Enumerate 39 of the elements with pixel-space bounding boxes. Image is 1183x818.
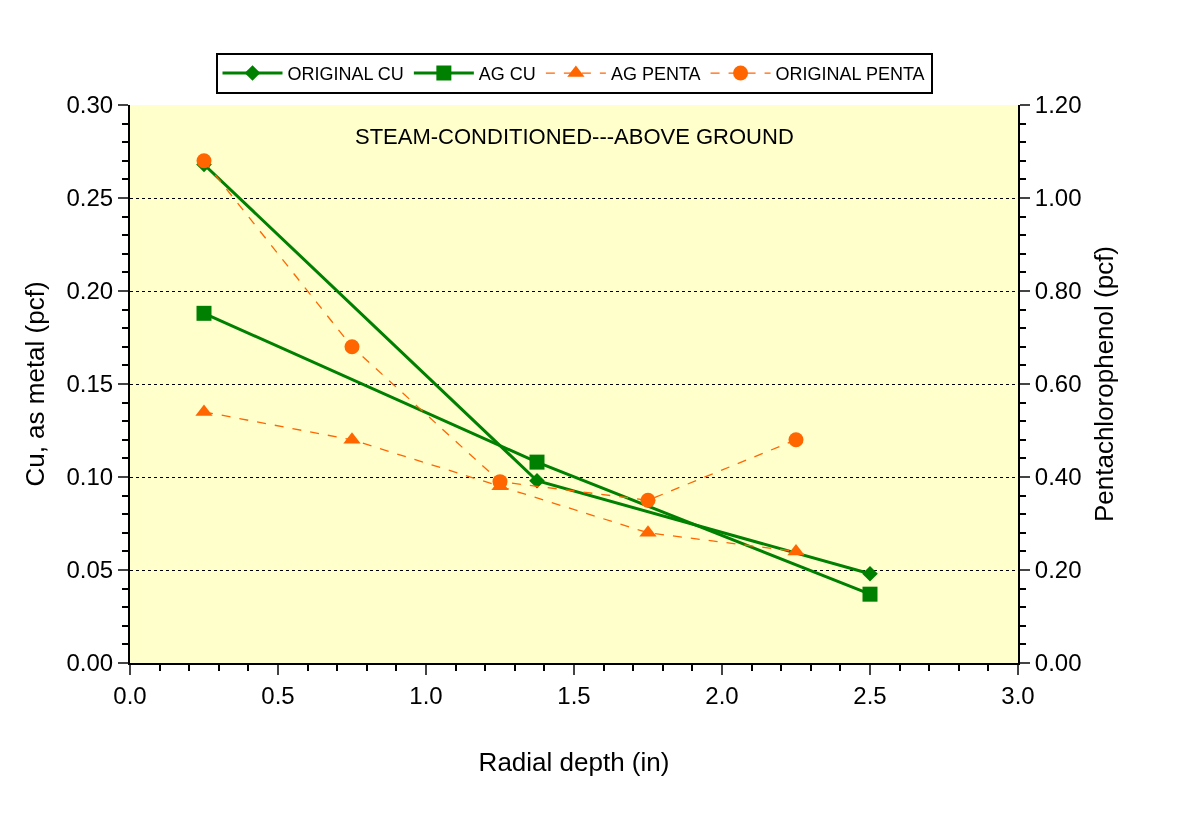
y-tick-label: 0.05 [66, 556, 114, 584]
point [529, 454, 545, 470]
legend-label: ORIGINAL PENTA [775, 64, 925, 85]
point [529, 472, 545, 489]
y2-tick-label: 0.80 [1034, 277, 1082, 305]
point [196, 153, 212, 169]
x-tick-label: 0.5 [261, 681, 295, 709]
x-tick-label: 0.0 [113, 681, 147, 709]
point [788, 432, 804, 448]
x-tick-label: 2.0 [705, 681, 739, 709]
point [862, 565, 878, 582]
y-tick-label: 0.20 [66, 277, 114, 305]
legend-label: ORIGINAL CU [287, 64, 404, 85]
y2-tick-label: 0.40 [1034, 463, 1082, 491]
y2-axis-title: Pentachlorophenol (pcf) [1088, 245, 1119, 523]
point [787, 543, 805, 556]
y-tick-label: 0.10 [66, 463, 114, 491]
point [862, 586, 878, 602]
y2-tick-label: 0.60 [1034, 370, 1082, 398]
point [640, 492, 656, 508]
point [344, 339, 360, 355]
x-tick-label: 2.5 [853, 681, 887, 709]
y-tick-label: 0.00 [66, 649, 114, 677]
x-tick-label: 1.0 [409, 681, 443, 709]
y2-tick-label: 1.20 [1034, 91, 1082, 119]
y-tick-label: 0.15 [66, 370, 114, 398]
x-tick-label: 3.0 [1001, 681, 1035, 709]
y2-tick-label: 1.00 [1034, 184, 1082, 212]
y-tick-label: 0.25 [66, 184, 114, 212]
y2-tick-label: 0.00 [1034, 649, 1082, 677]
legend-label: AG CU [478, 64, 536, 85]
x-axis-title: Radial depth (in) [478, 747, 670, 777]
y-axis-title: Cu, as metal (pcf) [20, 281, 51, 487]
legend-label: AG PENTA [610, 64, 701, 85]
point [196, 305, 212, 321]
y-tick-label: 0.30 [66, 91, 114, 119]
annotation: STEAM-CONDITIONED---ABOVE GROUND [355, 124, 794, 149]
x-tick-label: 1.5 [557, 681, 591, 709]
y2-tick-label: 0.20 [1034, 556, 1082, 584]
